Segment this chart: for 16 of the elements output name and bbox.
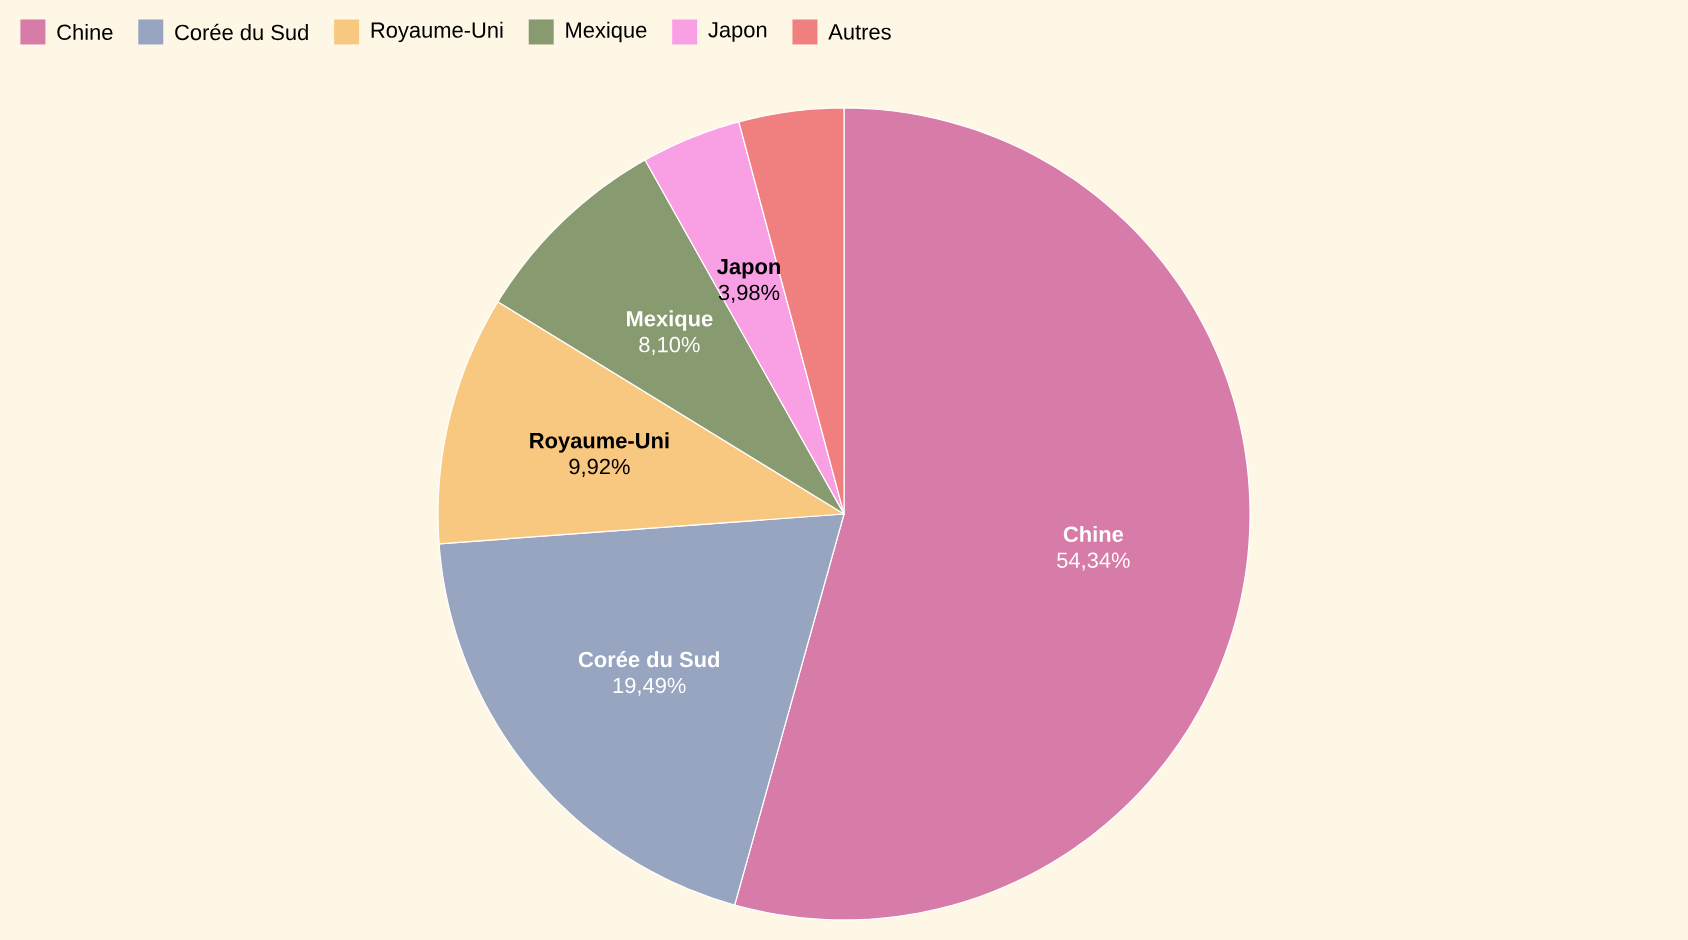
data-label: 19,49% xyxy=(613,677,686,696)
legend-label: Corée du Sud xyxy=(175,23,308,41)
slice-label: Chine xyxy=(1063,525,1124,543)
legend-label: Japon xyxy=(708,22,767,42)
legend-label: Mexique xyxy=(566,21,647,43)
data-label: 3,98% xyxy=(718,284,780,303)
data-label: 8,10% xyxy=(639,336,700,355)
data-label: 54,34% xyxy=(1057,552,1130,571)
slice-label: Royaume-Uni xyxy=(530,432,669,453)
slice-label: Japon xyxy=(717,259,780,279)
legend-label: Autres xyxy=(828,24,891,40)
data-label: 9,92% xyxy=(569,458,630,477)
slice-label: Mexique xyxy=(627,310,713,331)
legend-label: Chine xyxy=(57,23,113,41)
legend-label: Royaume-Uni xyxy=(371,21,503,43)
slice-label: Corée du Sud xyxy=(578,650,719,668)
